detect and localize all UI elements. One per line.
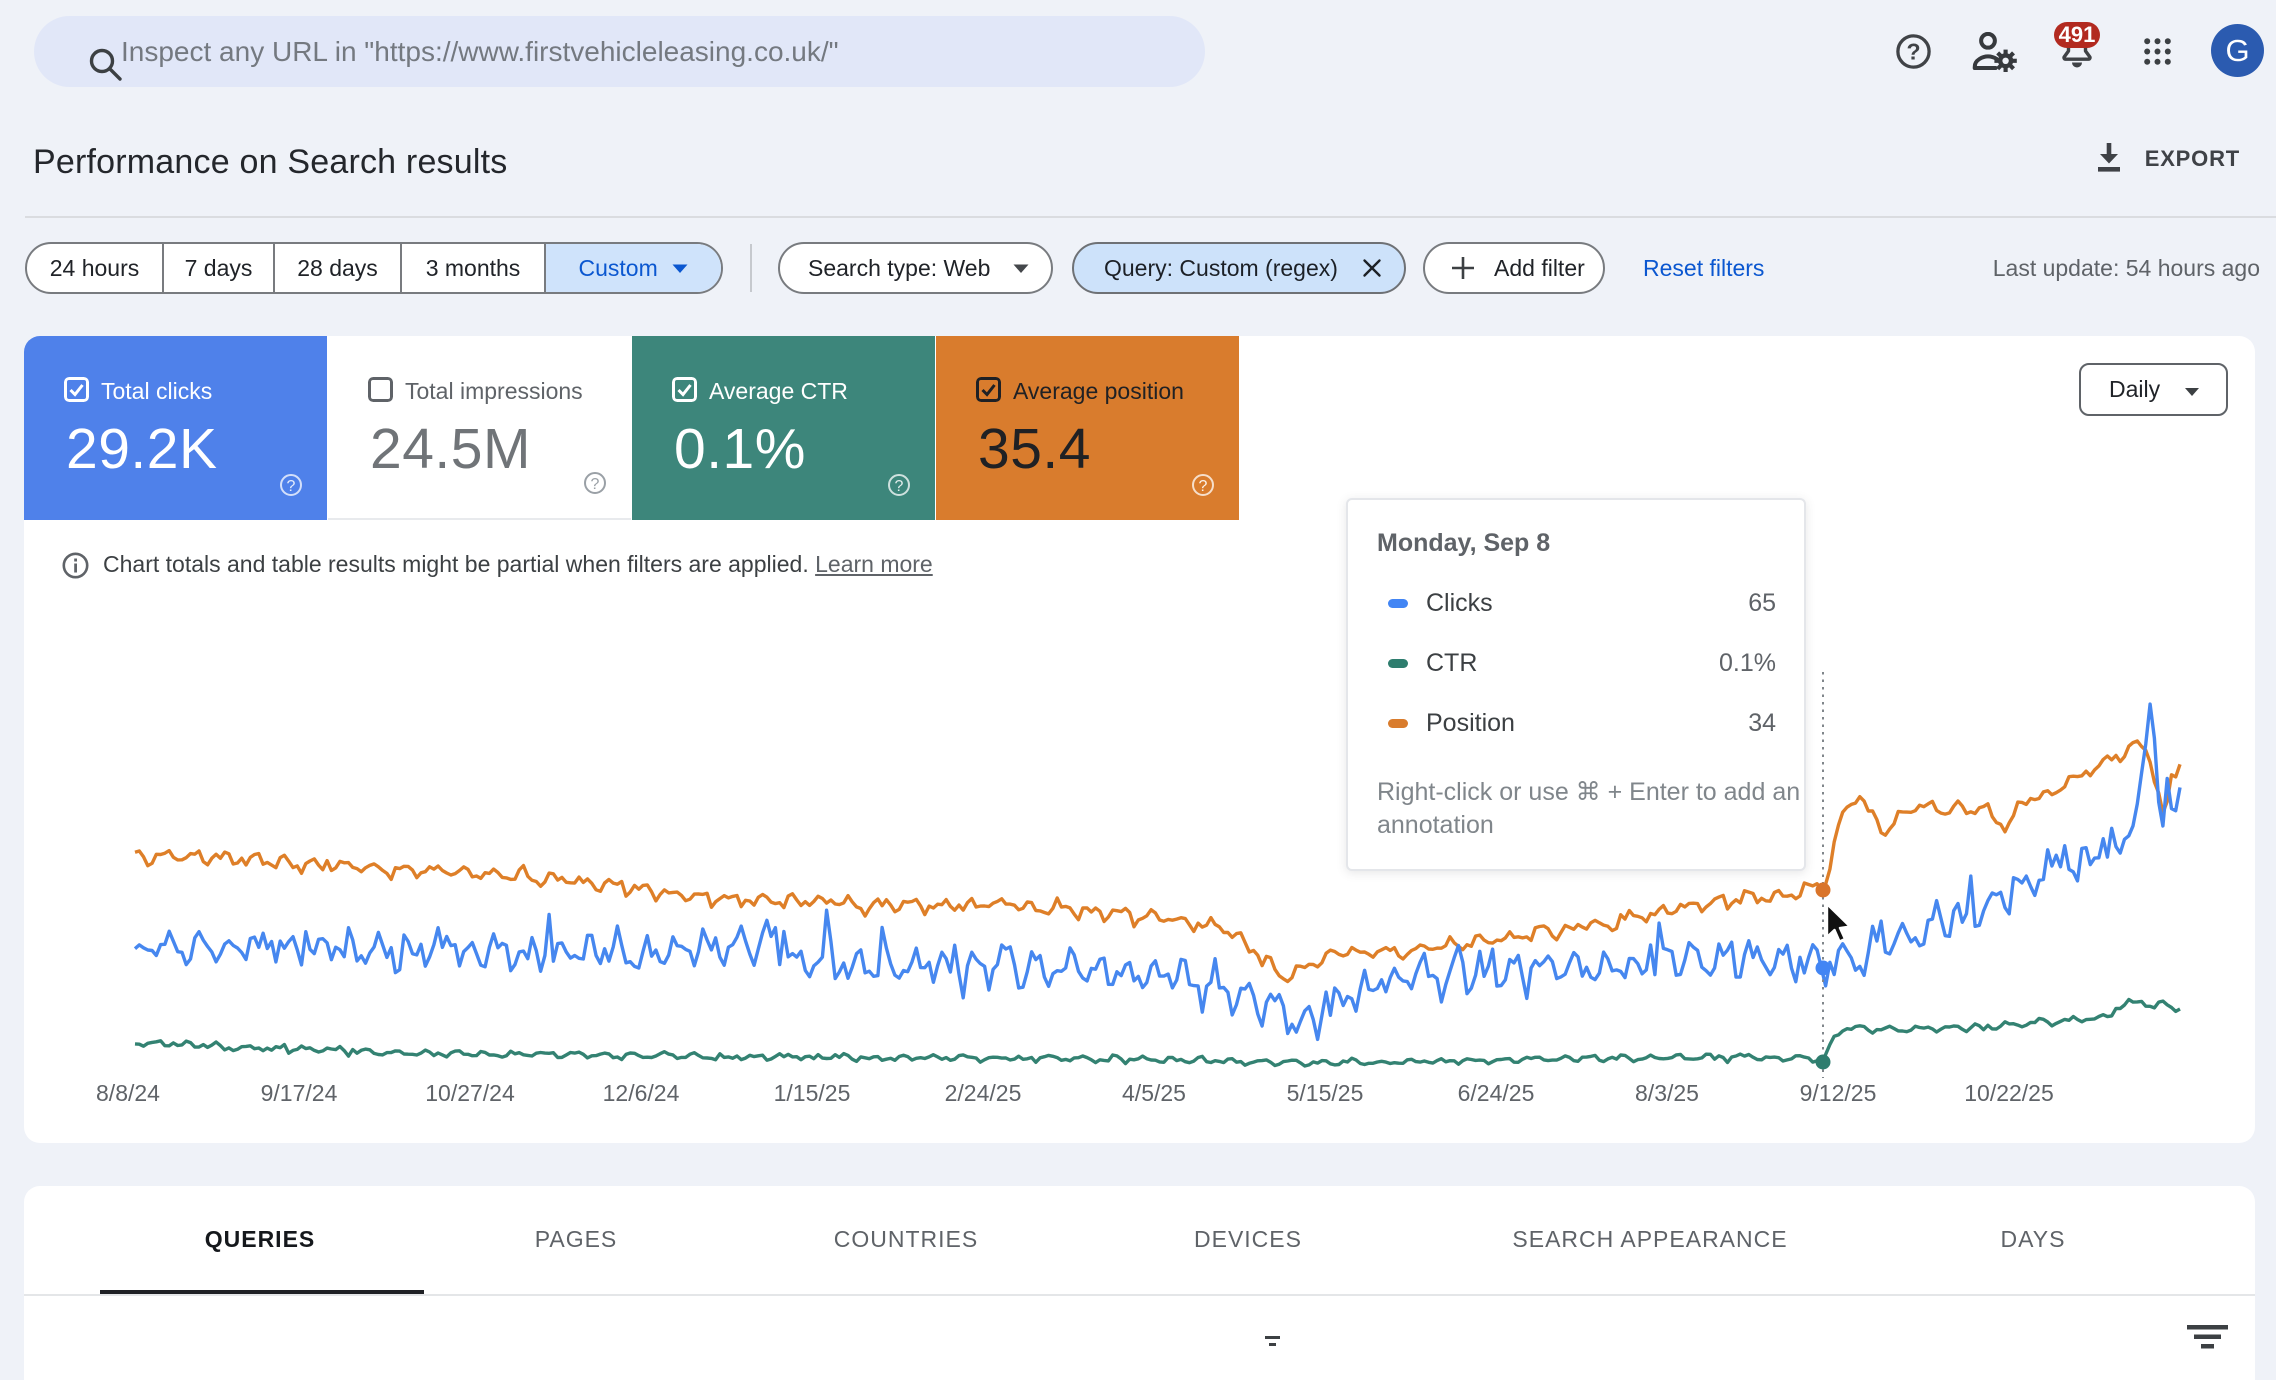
- svg-text:10/22/25: 10/22/25: [1964, 1080, 2054, 1106]
- svg-text:2/24/25: 2/24/25: [945, 1080, 1022, 1106]
- svg-text:9/12/25: 9/12/25: [1800, 1080, 1877, 1106]
- svg-text:4/5/25: 4/5/25: [1122, 1080, 1186, 1106]
- svg-text:?: ?: [1906, 39, 1920, 65]
- svg-text:5/15/25: 5/15/25: [1287, 1080, 1364, 1106]
- svg-text:10/27/24: 10/27/24: [425, 1080, 515, 1106]
- svg-text:12/6/24: 12/6/24: [603, 1080, 680, 1106]
- svg-text:9/17/24: 9/17/24: [261, 1080, 338, 1106]
- svg-text:6/24/25: 6/24/25: [1458, 1080, 1535, 1106]
- svg-text:1/15/25: 1/15/25: [774, 1080, 851, 1106]
- svg-text:8/3/25: 8/3/25: [1635, 1080, 1699, 1106]
- svg-text:8/8/24: 8/8/24: [96, 1080, 160, 1106]
